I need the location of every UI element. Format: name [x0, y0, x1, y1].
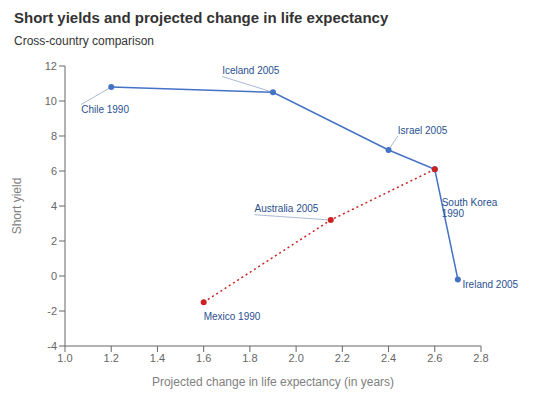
svg-text:2.0: 2.0: [288, 352, 303, 364]
svg-text:Iceland 2005: Iceland 2005: [222, 65, 280, 76]
svg-text:2.4: 2.4: [381, 352, 396, 364]
svg-text:South Korea1990: South Korea1990: [442, 197, 498, 220]
svg-text:0: 0: [51, 270, 57, 282]
svg-text:2.2: 2.2: [335, 352, 350, 364]
svg-text:1.6: 1.6: [196, 352, 211, 364]
svg-text:1.0: 1.0: [57, 352, 72, 364]
html-text:Short yields and projected cha: Short yields and projected change in lif…: [14, 9, 389, 26]
svg-text:Israel 2005: Israel 2005: [398, 125, 448, 136]
svg-text:1.2: 1.2: [104, 352, 119, 364]
svg-text:Mexico 1990: Mexico 1990: [204, 311, 261, 322]
svg-text:Projected change in life expec: Projected change in life expectancy (in …: [152, 375, 394, 389]
svg-text:Australia 2005: Australia 2005: [255, 203, 319, 214]
svg-text:6: 6: [51, 165, 57, 177]
svg-text:2.6: 2.6: [427, 352, 442, 364]
svg-text:2: 2: [51, 235, 57, 247]
svg-text:Short yield: Short yield: [10, 178, 24, 235]
svg-text:Chile 1990: Chile 1990: [81, 104, 129, 115]
svg-text:8: 8: [51, 130, 57, 142]
svg-text:-2: -2: [47, 305, 57, 317]
svg-text:1.4: 1.4: [150, 352, 165, 364]
svg-text:Ireland 2005: Ireland 2005: [463, 279, 519, 290]
svg-text:12: 12: [45, 60, 57, 72]
svg-text:4: 4: [51, 200, 57, 212]
svg-text:2.8: 2.8: [473, 352, 488, 364]
html-text:Cross-country comparison: Cross-country comparison: [14, 34, 154, 48]
svg-text:1.8: 1.8: [242, 352, 257, 364]
svg-text:-4: -4: [47, 340, 57, 352]
svg-text:10: 10: [45, 95, 57, 107]
